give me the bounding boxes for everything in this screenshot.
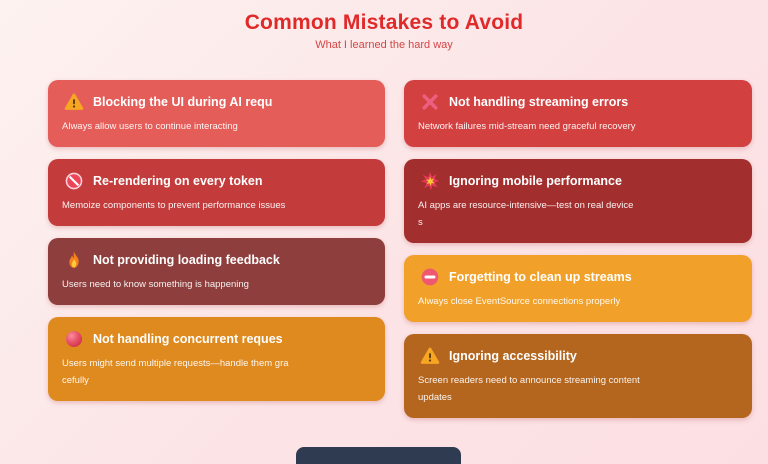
card-description: Always close EventSource connections pro… (418, 293, 738, 310)
card-title: Ignoring mobile performance (449, 174, 622, 188)
page-subtitle: What I learned the hard way (315, 39, 453, 51)
mistake-card: Not handling concurrent reques Users mig… (48, 317, 385, 401)
mistake-card: Ignoring accessibility Screen readers ne… (404, 334, 752, 418)
next-section-peek (296, 447, 461, 464)
card-description: Screen readers need to announce streamin… (418, 372, 738, 406)
card-description-line: Memoize components to prevent performanc… (62, 200, 286, 211)
mistake-card: Not handling streaming errors Network fa… (404, 80, 752, 147)
card-title: Ignoring accessibility (449, 349, 577, 363)
card-title: Not handling streaming errors (449, 95, 629, 109)
prohibited-icon (64, 171, 84, 191)
card-title: Not providing loading feedback (93, 253, 280, 267)
card-description-line: Network failures mid-stream need gracefu… (418, 121, 636, 132)
fire-icon (64, 250, 84, 270)
page-title: Common Mistakes to Avoid (244, 11, 524, 34)
card-description-line: Always allow users to continue interacti… (62, 121, 238, 132)
card-description-line: s (418, 217, 423, 228)
card-description: Users might send multiple requests—handl… (62, 355, 371, 389)
card-description-line: AI apps are resource-intensive—test on r… (418, 200, 634, 211)
mistakes-column-left: Blocking the UI during AI requ Always al… (48, 80, 385, 401)
red-circle-icon (64, 329, 84, 349)
card-description-line: updates (418, 392, 452, 403)
card-description: AI apps are resource-intensive—test on r… (418, 197, 738, 231)
card-description: Always allow users to continue interacti… (62, 118, 371, 135)
card-description: Users need to know something is happenin… (62, 276, 371, 293)
warning-icon (420, 346, 440, 366)
card-description: Memoize components to prevent performanc… (62, 197, 371, 214)
no-entry-icon (420, 267, 440, 287)
card-header: Ignoring accessibility (420, 346, 738, 366)
card-description-line: Users might send multiple requests—handl… (62, 358, 289, 369)
card-title: Re-rendering on every token (93, 174, 263, 188)
card-header: Not handling concurrent reques (64, 329, 371, 349)
card-title: Not handling concurrent reques (93, 332, 283, 346)
card-description-line: Screen readers need to announce streamin… (418, 375, 640, 386)
card-description-line: cefully (62, 375, 89, 386)
card-title: Forgetting to clean up streams (449, 270, 632, 284)
card-description: Network failures mid-stream need gracefu… (418, 118, 738, 135)
mistake-card: Not providing loading feedback Users nee… (48, 238, 385, 305)
card-title: Blocking the UI during AI requ (93, 95, 273, 109)
mistakes-column-right: Not handling streaming errors Network fa… (404, 80, 752, 418)
card-description-line: Users need to know something is happenin… (62, 279, 249, 290)
collision-icon (420, 171, 440, 191)
warning-icon (64, 92, 84, 112)
cross-mark-icon (420, 92, 440, 112)
mistake-card: Blocking the UI during AI requ Always al… (48, 80, 385, 147)
card-header: Not providing loading feedback (64, 250, 371, 270)
card-header: Blocking the UI during AI requ (64, 92, 371, 112)
card-header: Not handling streaming errors (420, 92, 738, 112)
mistake-card: Ignoring mobile performance AI apps are … (404, 159, 752, 243)
card-description-line: Always close EventSource connections pro… (418, 296, 621, 307)
card-header: Ignoring mobile performance (420, 171, 738, 191)
card-header: Forgetting to clean up streams (420, 267, 738, 287)
mistake-card: Forgetting to clean up streams Always cl… (404, 255, 752, 322)
mistake-card: Re-rendering on every token Memoize comp… (48, 159, 385, 226)
card-header: Re-rendering on every token (64, 171, 371, 191)
